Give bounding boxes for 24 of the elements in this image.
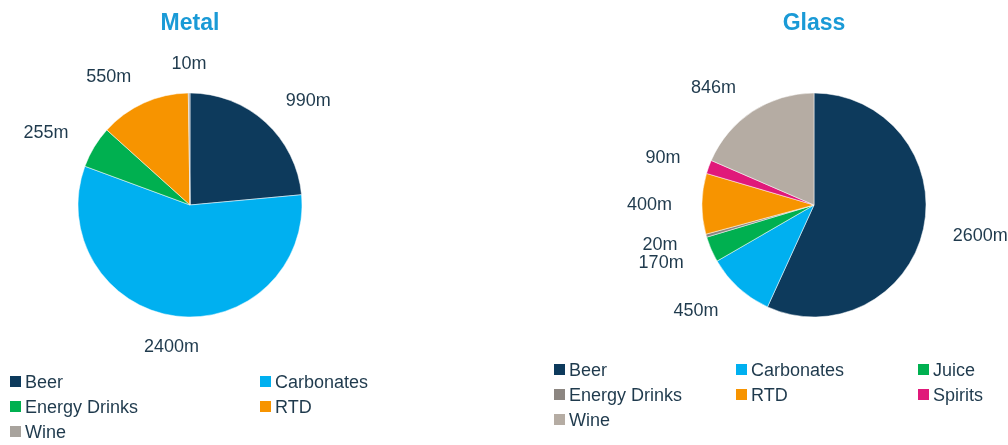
legend-label: Carbonates: [275, 372, 369, 393]
data-label: 846m: [691, 76, 737, 97]
data-label: 10m: [171, 53, 207, 74]
chart-title: Metal: [160, 9, 220, 35]
data-label: 255m: [23, 121, 69, 142]
legend-label: RTD: [751, 385, 788, 406]
data-label: 550m: [86, 65, 132, 86]
data-label: 400m: [626, 193, 673, 214]
data-label: 2600m: [952, 225, 1008, 246]
data-label: 450m: [673, 300, 719, 321]
data-label: 90m: [645, 146, 681, 167]
legend-label: Wine: [25, 422, 67, 443]
legend-label: Beer: [569, 360, 608, 381]
legend-label: Spirits: [933, 385, 984, 406]
legend-label: Carbonates: [751, 360, 845, 381]
legend-label: Energy Drinks: [25, 397, 139, 418]
legend-label: Juice: [933, 360, 976, 381]
legend-label: Wine: [569, 410, 611, 431]
legend-label: Energy Drinks: [569, 385, 683, 406]
chart-title: Glass: [782, 9, 846, 35]
legend-label: Beer: [25, 372, 64, 393]
legend-label: RTD: [275, 397, 312, 418]
data-label: 990m: [285, 90, 331, 111]
data-label: 2400m: [143, 336, 200, 357]
